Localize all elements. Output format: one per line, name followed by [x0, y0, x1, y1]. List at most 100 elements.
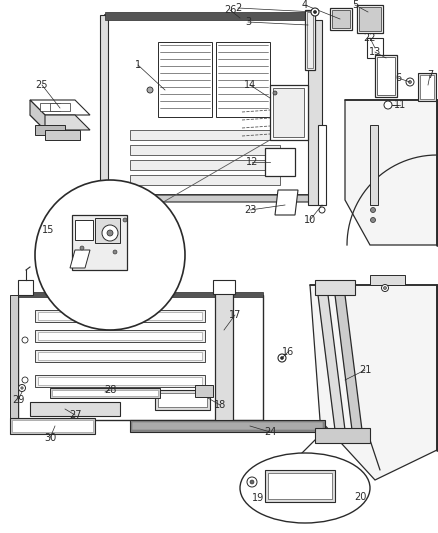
Polygon shape [100, 15, 108, 195]
Circle shape [147, 87, 153, 93]
Polygon shape [345, 100, 437, 245]
Bar [315, 428, 370, 443]
Text: 6: 6 [395, 73, 401, 83]
Polygon shape [70, 250, 90, 268]
Bar [35, 375, 205, 387]
Bar [95, 218, 120, 243]
Bar [12, 420, 93, 432]
Polygon shape [318, 295, 345, 430]
Circle shape [381, 285, 389, 292]
Circle shape [22, 377, 28, 383]
Bar [40, 103, 60, 111]
Circle shape [102, 225, 118, 241]
Bar [377, 57, 395, 95]
Bar [308, 20, 322, 205]
Circle shape [409, 80, 411, 84]
Circle shape [384, 101, 392, 109]
Bar [359, 7, 381, 31]
Text: 17: 17 [229, 310, 241, 320]
Bar [367, 38, 383, 58]
Circle shape [384, 287, 386, 289]
Polygon shape [310, 285, 437, 480]
Text: 19: 19 [252, 493, 264, 503]
Bar [213, 280, 235, 294]
Bar [35, 350, 205, 362]
Polygon shape [10, 295, 18, 420]
Bar [18, 292, 263, 297]
Bar [132, 422, 323, 430]
Circle shape [250, 480, 254, 484]
Bar [35, 330, 205, 342]
Text: 1: 1 [135, 60, 141, 70]
Circle shape [371, 217, 375, 222]
Bar [38, 352, 202, 360]
Text: 21: 21 [359, 365, 371, 375]
Circle shape [314, 11, 317, 13]
Bar [130, 160, 280, 170]
Text: 25: 25 [36, 80, 48, 90]
Bar [18, 295, 263, 420]
Text: 30: 30 [44, 433, 56, 443]
Text: 24: 24 [264, 427, 276, 437]
Circle shape [107, 230, 113, 236]
Bar [332, 10, 350, 28]
Bar [52, 390, 158, 396]
Bar [105, 12, 310, 20]
Bar [158, 393, 207, 407]
Bar [265, 470, 335, 502]
Polygon shape [370, 275, 405, 285]
Text: 15: 15 [42, 225, 54, 235]
Polygon shape [35, 125, 65, 135]
Bar [158, 42, 212, 117]
Circle shape [319, 207, 325, 213]
Bar [375, 55, 397, 97]
Bar [130, 420, 325, 432]
Circle shape [21, 387, 23, 389]
Circle shape [311, 8, 319, 16]
Bar [370, 125, 378, 205]
Text: 16: 16 [282, 347, 294, 357]
Bar [10, 418, 95, 434]
Bar [130, 145, 280, 155]
Polygon shape [100, 195, 313, 202]
Text: 27: 27 [69, 410, 81, 420]
Text: 4: 4 [302, 0, 308, 10]
Text: 13: 13 [369, 47, 381, 57]
Bar [305, 10, 315, 70]
Text: 18: 18 [214, 400, 226, 410]
Bar [38, 377, 202, 385]
Bar [35, 310, 205, 322]
Text: 2: 2 [235, 3, 241, 13]
Text: 14: 14 [244, 80, 256, 90]
Text: 20: 20 [354, 492, 366, 502]
Bar [268, 473, 332, 499]
Bar [318, 125, 326, 205]
Circle shape [280, 357, 283, 359]
Bar [270, 85, 308, 140]
Polygon shape [30, 115, 90, 130]
Bar [30, 402, 120, 416]
Text: 29: 29 [12, 395, 24, 405]
Bar [50, 388, 160, 398]
Bar [273, 88, 304, 137]
Circle shape [406, 78, 414, 86]
Circle shape [247, 477, 257, 487]
Text: 11: 11 [394, 100, 406, 110]
Polygon shape [275, 190, 298, 215]
Bar [357, 5, 383, 33]
Bar [130, 175, 280, 185]
Text: 7: 7 [427, 70, 433, 80]
Circle shape [371, 207, 375, 213]
Bar [195, 385, 213, 397]
Polygon shape [18, 280, 33, 295]
Bar [265, 148, 295, 176]
Bar [216, 42, 270, 117]
Circle shape [113, 250, 117, 254]
Bar [330, 8, 352, 30]
Bar [50, 103, 70, 111]
Polygon shape [335, 295, 362, 430]
Text: 10: 10 [304, 215, 316, 225]
Ellipse shape [240, 453, 370, 523]
Circle shape [273, 91, 277, 95]
Circle shape [22, 337, 28, 343]
